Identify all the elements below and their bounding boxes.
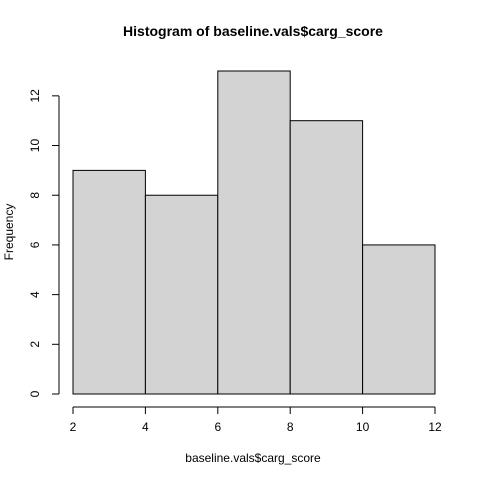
x-tick-label: 12 xyxy=(428,420,442,434)
y-tick-label: 0 xyxy=(28,390,42,397)
x-tick-label: 2 xyxy=(70,420,77,434)
x-tick-label: 10 xyxy=(356,420,370,434)
histogram-bar-2 xyxy=(144,194,219,395)
y-tick-label: 2 xyxy=(28,341,42,348)
histogram-bar-3 xyxy=(217,70,291,395)
x-tick-label: 4 xyxy=(142,420,149,434)
histogram-bar-5 xyxy=(362,244,436,395)
y-axis: 0 2 4 6 8 10 12 xyxy=(28,89,60,397)
bars-group xyxy=(72,70,436,395)
y-tick-label: 4 xyxy=(28,291,42,298)
x-tick-label: 8 xyxy=(287,420,294,434)
x-tick-label: 6 xyxy=(214,420,221,434)
y-tick-label: 6 xyxy=(28,241,42,248)
chart-title: Histogram of baseline.vals$carg_score xyxy=(123,23,383,39)
histogram-bar-1 xyxy=(72,169,146,395)
y-axis-label: Frequency xyxy=(2,204,16,261)
y-tick-label: 10 xyxy=(28,139,42,153)
x-axis-label: baseline.vals$carg_score xyxy=(185,451,321,465)
histogram-bar-4 xyxy=(289,120,364,395)
y-tick-label: 8 xyxy=(28,192,42,199)
x-axis: 2 4 6 8 10 12 xyxy=(70,406,442,434)
y-tick-label: 12 xyxy=(28,89,42,103)
